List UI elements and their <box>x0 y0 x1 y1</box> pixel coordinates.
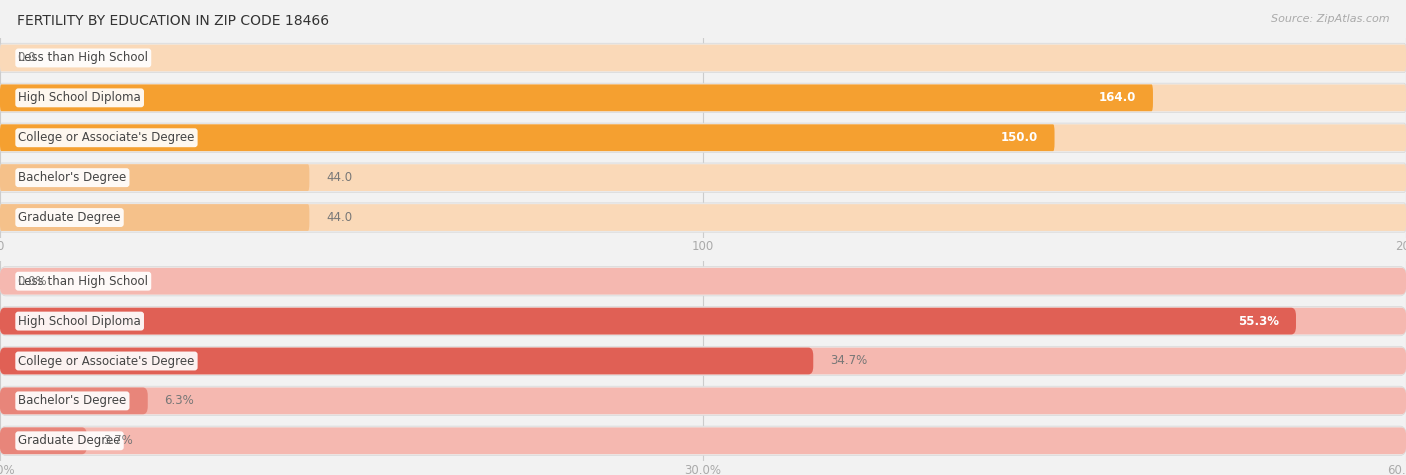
FancyBboxPatch shape <box>0 268 1406 294</box>
Text: Graduate Degree: Graduate Degree <box>18 434 121 447</box>
Text: 55.3%: 55.3% <box>1239 314 1279 328</box>
Text: Less than High School: Less than High School <box>18 275 148 288</box>
FancyBboxPatch shape <box>0 388 148 414</box>
FancyBboxPatch shape <box>0 308 1406 334</box>
FancyBboxPatch shape <box>0 124 1406 151</box>
FancyBboxPatch shape <box>0 164 309 191</box>
FancyBboxPatch shape <box>0 306 1406 336</box>
FancyBboxPatch shape <box>0 204 1406 231</box>
Text: FERTILITY BY EDUCATION IN ZIP CODE 18466: FERTILITY BY EDUCATION IN ZIP CODE 18466 <box>17 14 329 28</box>
FancyBboxPatch shape <box>0 348 1406 374</box>
Text: High School Diploma: High School Diploma <box>18 314 141 328</box>
FancyBboxPatch shape <box>0 386 1406 416</box>
FancyBboxPatch shape <box>0 388 1406 414</box>
Text: College or Associate's Degree: College or Associate's Degree <box>18 131 194 144</box>
FancyBboxPatch shape <box>0 124 1054 151</box>
Text: Less than High School: Less than High School <box>18 51 148 65</box>
FancyBboxPatch shape <box>0 164 1406 191</box>
Text: 164.0: 164.0 <box>1098 91 1136 104</box>
Text: High School Diploma: High School Diploma <box>18 91 141 104</box>
FancyBboxPatch shape <box>0 85 1406 111</box>
FancyBboxPatch shape <box>0 123 1406 152</box>
Text: Source: ZipAtlas.com: Source: ZipAtlas.com <box>1271 14 1389 24</box>
FancyBboxPatch shape <box>0 426 1406 456</box>
Text: 6.3%: 6.3% <box>165 394 194 408</box>
FancyBboxPatch shape <box>0 428 87 454</box>
Text: Graduate Degree: Graduate Degree <box>18 211 121 224</box>
FancyBboxPatch shape <box>0 204 309 231</box>
FancyBboxPatch shape <box>0 163 1406 192</box>
FancyBboxPatch shape <box>0 346 1406 376</box>
Text: 34.7%: 34.7% <box>830 354 868 368</box>
Text: Bachelor's Degree: Bachelor's Degree <box>18 394 127 408</box>
FancyBboxPatch shape <box>0 266 1406 296</box>
Text: 0.0: 0.0 <box>17 51 35 65</box>
Text: Bachelor's Degree: Bachelor's Degree <box>18 171 127 184</box>
Text: 44.0: 44.0 <box>326 211 353 224</box>
FancyBboxPatch shape <box>0 308 1296 334</box>
FancyBboxPatch shape <box>0 348 813 374</box>
FancyBboxPatch shape <box>0 83 1406 113</box>
FancyBboxPatch shape <box>0 85 1153 111</box>
FancyBboxPatch shape <box>0 45 1406 71</box>
FancyBboxPatch shape <box>0 203 1406 232</box>
Text: 0.0%: 0.0% <box>17 275 46 288</box>
FancyBboxPatch shape <box>0 428 1406 454</box>
Text: 150.0: 150.0 <box>1001 131 1038 144</box>
FancyBboxPatch shape <box>0 43 1406 73</box>
Text: 44.0: 44.0 <box>326 171 353 184</box>
Text: 3.7%: 3.7% <box>104 434 134 447</box>
Text: College or Associate's Degree: College or Associate's Degree <box>18 354 194 368</box>
